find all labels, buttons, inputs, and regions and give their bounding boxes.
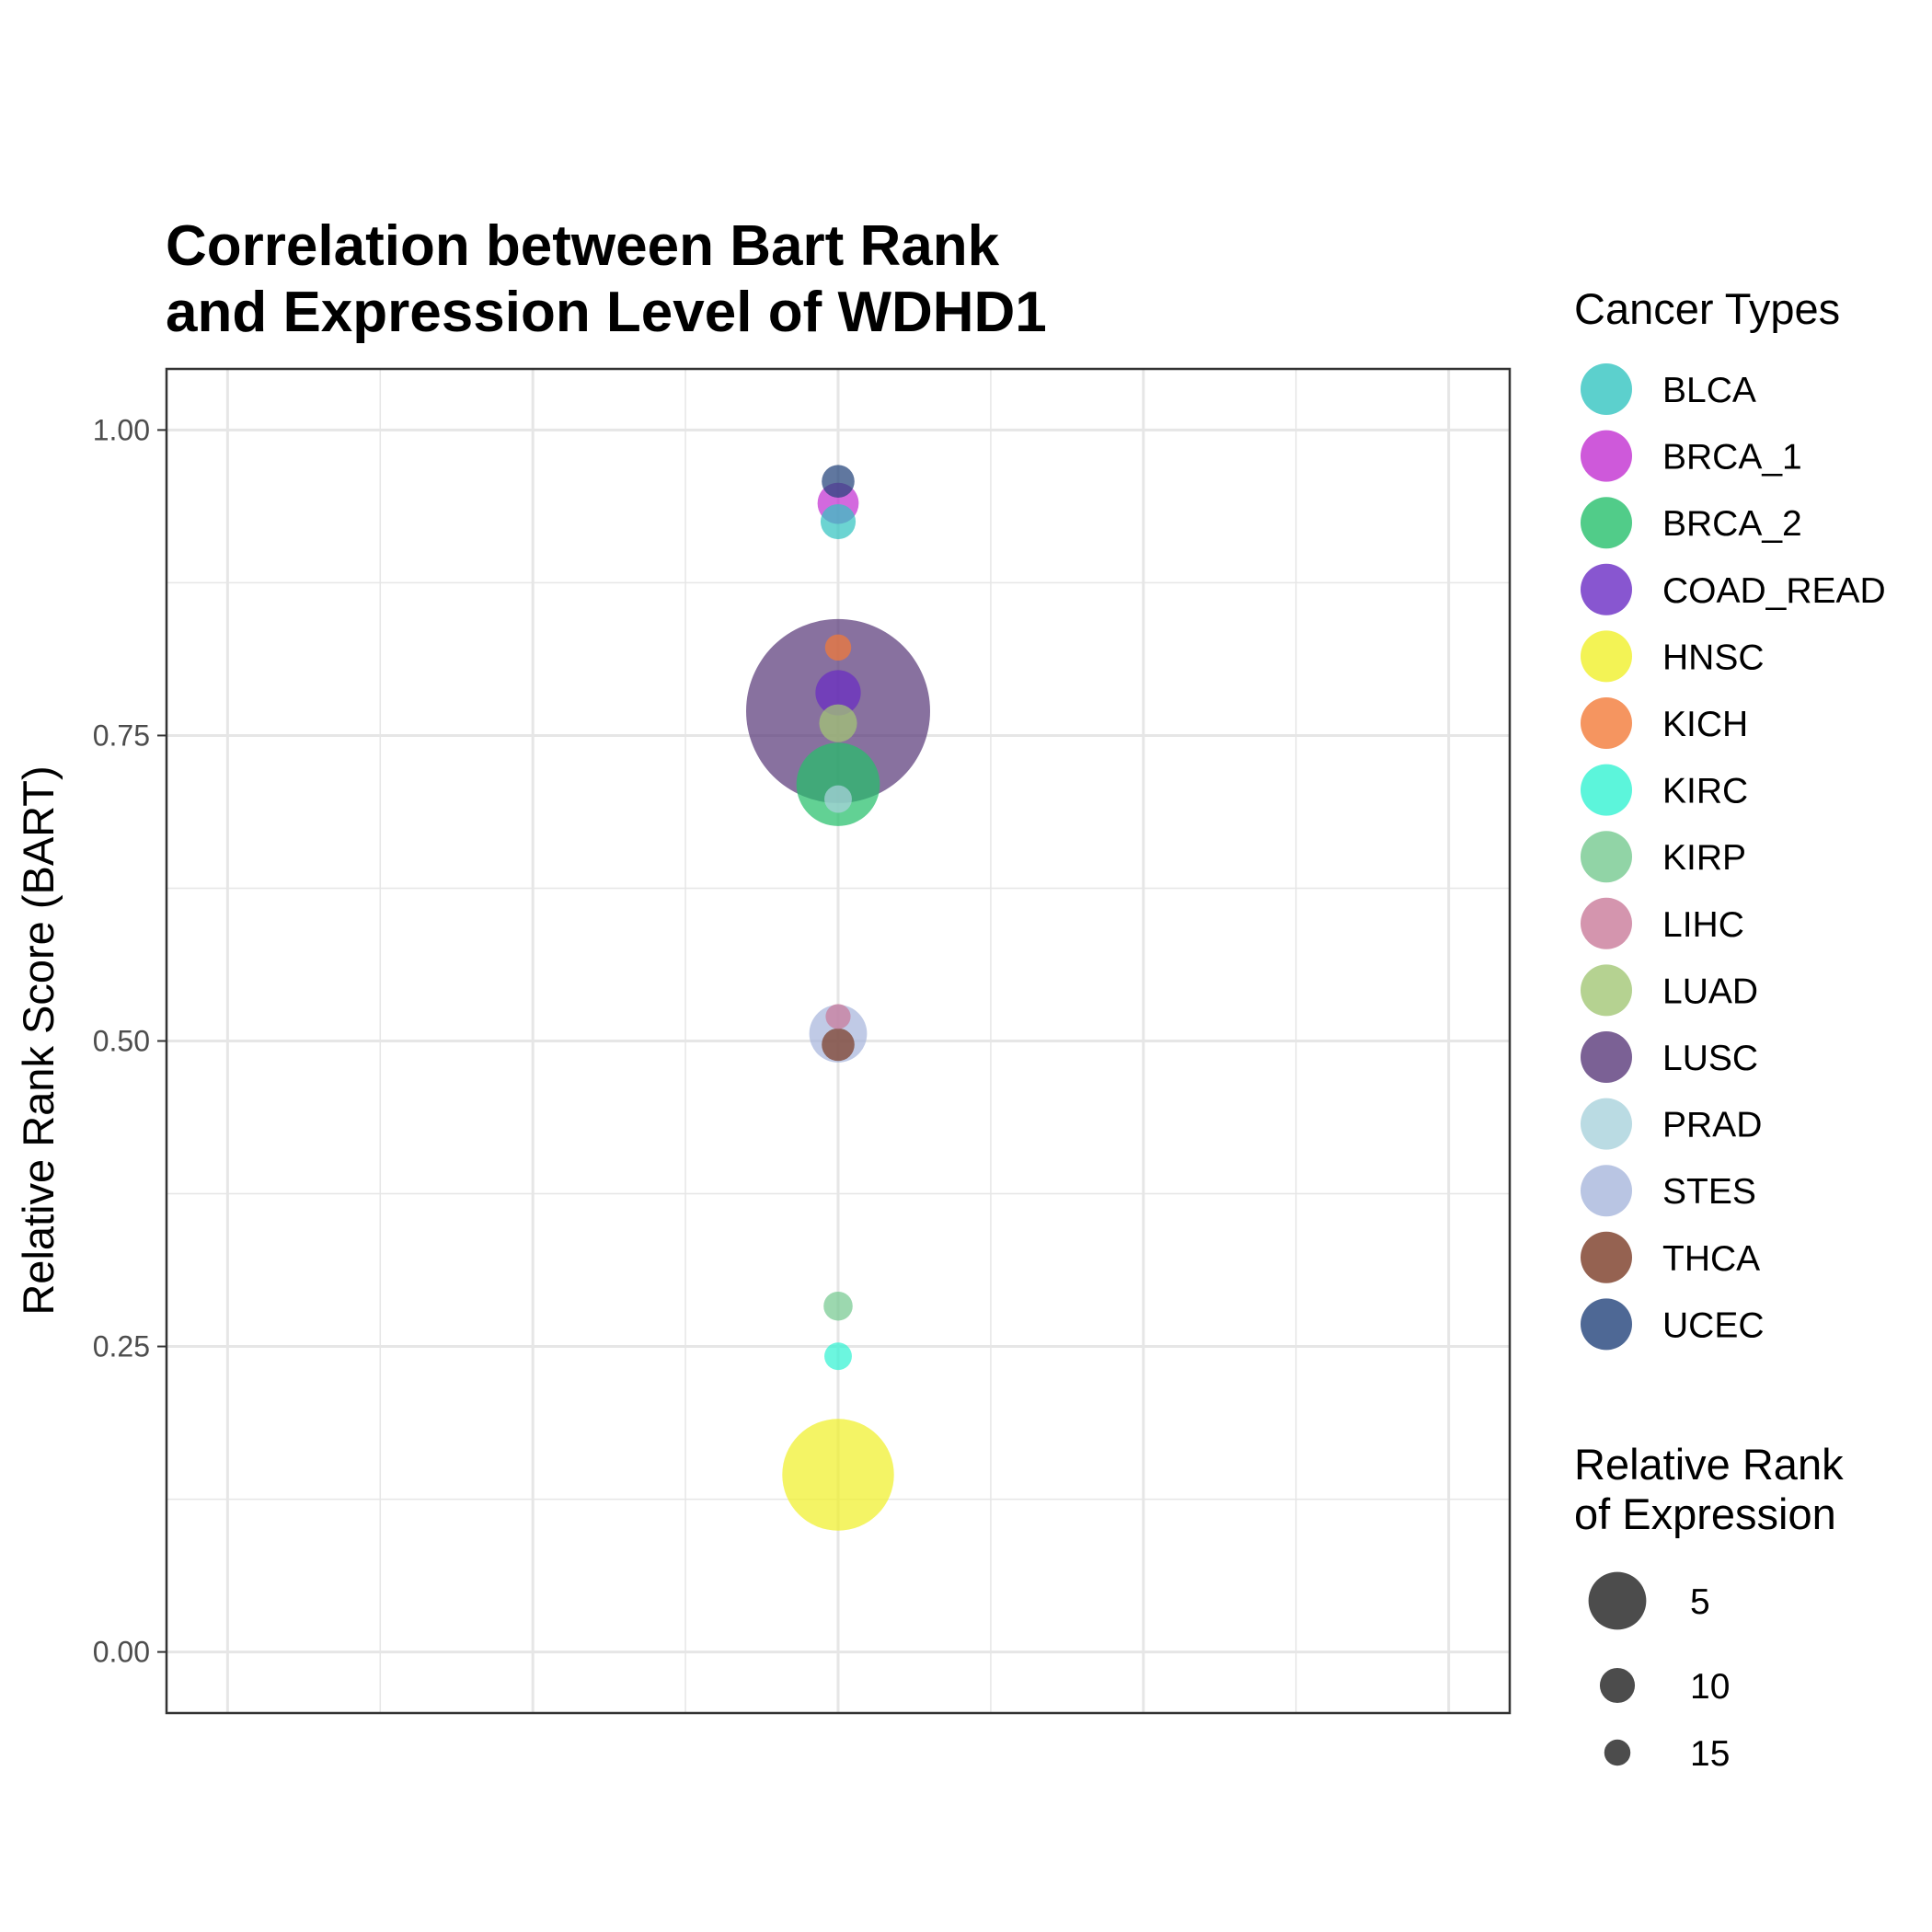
point-kirc [824,1342,852,1371]
legend-label: LUAD [1662,972,1758,1011]
color-legend: BLCA BRCA_1 BRCA_2 COAD_READ HNSC KICH KIRC KIR… [1581,363,1886,1351]
legend-key-luad [1581,964,1632,1017]
legend-key-ucec [1581,1298,1632,1351]
legend-label: LIHC [1662,905,1744,945]
size-legend-title-line-2: of Expression [1574,1489,1836,1538]
legend-key-kirc [1581,764,1632,816]
point-kich [824,634,852,661]
legend-label: HNSC [1662,638,1765,677]
point-thca [822,1028,855,1062]
point-kirp [823,1291,853,1321]
y-tick-label: 0.25 [93,1330,150,1363]
legend-key-kirp [1581,831,1632,883]
color-legend-title: Cancer Types [1574,284,1840,333]
legend-key-brca-2 [1581,497,1632,549]
size-legend-title-line-1: Relative Rank [1574,1440,1844,1489]
point-coad-read [815,670,861,716]
point-hnsc [782,1419,894,1531]
legend-key-prad [1581,1098,1632,1150]
legend-key-lusc [1581,1031,1632,1083]
y-axis-ticks: 0.00 0.25 0.50 0.75 1.00 [93,413,167,1669]
legend-key-coad-read [1581,563,1632,615]
legend-key-lihc [1581,897,1632,949]
point-prad [824,785,852,813]
size-key-15 [1604,1739,1631,1766]
legend-key-hnsc [1581,630,1632,683]
legend-label: UCEC [1662,1305,1765,1345]
size-legend: 5 10 15 [1588,1571,1730,1774]
legend-label: LUSC [1662,1039,1758,1078]
legend-label: STES [1662,1172,1756,1212]
point-lihc [825,1004,851,1029]
size-legend-label: 5 [1690,1582,1710,1622]
legend-key-brca-1 [1581,430,1632,482]
legend-label: BRCA_2 [1662,504,1802,544]
size-legend-label: 10 [1690,1667,1730,1707]
legend-key-stes [1581,1165,1632,1217]
legend-key-blca [1581,363,1632,415]
legend-label: PRAD [1662,1106,1762,1145]
chart-title-line-1: Correlation between Bart Rank [166,214,1000,278]
legend-label: KIRC [1662,772,1748,811]
point-luad [819,704,857,742]
size-key-5 [1588,1571,1647,1630]
point-blca [820,503,857,540]
chart-title-line-2: and Expression Level of WDHD1 [166,281,1047,344]
legend-label: KICH [1662,705,1748,744]
point-ucec [822,465,855,498]
y-tick-label: 0.75 [93,719,150,752]
size-key-10 [1599,1667,1636,1704]
y-tick-label: 1.00 [93,413,150,446]
legend-label: BRCA_1 [1662,438,1802,477]
plot-panel-border [165,367,1512,1715]
legend-key-kich [1581,697,1632,749]
y-tick-label: 0.50 [93,1025,150,1058]
legend-label: THCA [1662,1239,1760,1279]
size-legend-label: 15 [1690,1734,1730,1774]
legend-label: KIRP [1662,838,1746,878]
point-brca-2 [796,742,880,826]
legend-label: COAD_READ [1662,571,1886,611]
data-points [746,465,930,1531]
y-axis-title: Relative Rank Score (BART) [14,765,63,1315]
y-tick-label: 0.00 [93,1636,150,1669]
legend-label: BLCA [1662,371,1756,410]
legend-key-thca [1581,1231,1632,1283]
